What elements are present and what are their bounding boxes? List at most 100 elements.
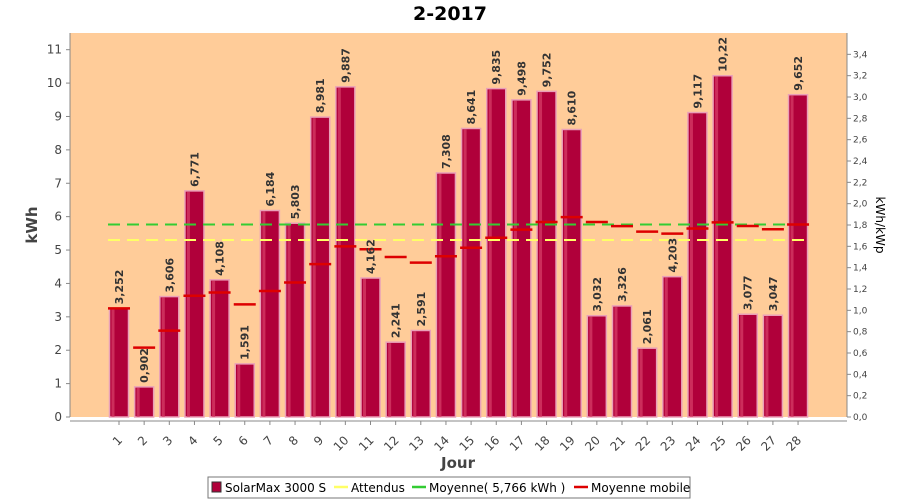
data-label: 4,162: [365, 239, 378, 274]
y-right-tick-label: 0,8: [853, 328, 868, 338]
x-tick-label: 5: [210, 433, 225, 448]
data-label: 7,308: [440, 134, 453, 169]
data-label: 3,047: [767, 276, 780, 311]
data-label: 9,498: [515, 61, 528, 96]
data-label: 9,752: [541, 53, 554, 88]
bar-highlight: [715, 76, 719, 417]
x-tick-label: 4: [185, 433, 200, 448]
data-label: 8,610: [566, 90, 579, 125]
x-tick-label: 1: [110, 433, 125, 448]
data-label: 3,252: [113, 270, 126, 305]
x-tick-label: 16: [482, 433, 503, 454]
y-right-tick-label: 0,2: [853, 392, 867, 402]
y-right-tick-label: 3,0: [853, 93, 868, 103]
x-tick-label: 19: [557, 433, 578, 454]
data-labels-layer: 3,252 0,902 3,606 6,771 4,108 1,591 6,184 5,803…: [113, 37, 805, 383]
bar-highlight: [262, 211, 266, 417]
y-tick-label: 0: [54, 410, 62, 424]
data-label: 3,032: [591, 277, 604, 312]
bar-highlight: [513, 100, 517, 417]
y-axis-right-title: kWh/kWp: [873, 197, 887, 254]
y-right-tick-label: 1,6: [853, 242, 868, 252]
y-right-tick-label: 2,8: [853, 114, 868, 124]
legend: SolarMax 3000 S Attendus Moyenne( 5,766 kW…: [207, 476, 691, 499]
x-tick-label: 24: [683, 433, 704, 454]
x-tick-label: 17: [507, 433, 528, 454]
data-label: 4,108: [214, 241, 227, 276]
data-label: 6,771: [188, 152, 201, 187]
x-tick-label: 9: [311, 433, 326, 448]
x-tick-label: 11: [356, 433, 377, 454]
x-tick-label: 22: [633, 433, 654, 454]
x-tick-label: 27: [758, 433, 779, 454]
y-right-tick-label: 3,4: [853, 50, 868, 60]
bar-highlight: [212, 280, 216, 417]
bar-highlight: [136, 387, 140, 417]
data-label: 10,22: [717, 37, 730, 72]
bar-highlight: [337, 87, 341, 418]
x-tick-label: 13: [406, 433, 427, 454]
bar-highlight: [312, 118, 316, 417]
x-tick-label: 26: [733, 433, 754, 454]
data-label: 9,887: [339, 48, 352, 83]
y-tick-label: 7: [54, 176, 62, 190]
bar-highlight: [488, 89, 492, 417]
bar-highlight: [186, 191, 190, 417]
data-label: 2,591: [415, 292, 428, 327]
data-label: 9,835: [490, 50, 503, 85]
y-tick-label: 11: [47, 43, 62, 57]
bar-highlight: [161, 297, 165, 417]
y-right-tick-label: 3,2: [853, 72, 867, 82]
y-tick-label: 6: [54, 210, 62, 224]
bar-highlight: [740, 315, 744, 417]
x-tick-label: 28: [783, 433, 804, 454]
bar-highlight: [438, 173, 442, 417]
x-tick-label: 21: [607, 433, 628, 454]
data-label: 8,641: [465, 90, 478, 125]
y-right-tick-label: 1,2: [853, 285, 867, 295]
legend-label: SolarMax 3000 S: [225, 481, 326, 495]
chart-title: 2-2017: [413, 3, 487, 25]
x-tick-label: 14: [431, 433, 452, 454]
bar-highlight: [614, 306, 618, 417]
data-label: 3,326: [616, 267, 629, 302]
y-tick-label: 3: [54, 310, 62, 324]
y-right-tick-label: 2,4: [853, 157, 868, 167]
data-label: 8,981: [314, 78, 327, 113]
x-tick-label: 10: [331, 433, 352, 454]
x-tick-label: 2: [135, 433, 150, 448]
data-label: 1,591: [239, 325, 252, 360]
legend-label: Moyenne( 5,766 kWh ): [429, 481, 565, 495]
bar-highlight: [790, 95, 794, 418]
y-right-tick-label: 2,6: [853, 136, 868, 146]
x-tick-label: 12: [381, 433, 402, 454]
y-tick-label: 8: [54, 143, 62, 157]
data-label: 2,241: [390, 303, 403, 338]
y-right-tick-label: 0,6: [853, 349, 868, 359]
y-right-tick-label: 1,0: [853, 306, 868, 316]
x-axis-title: Jour: [440, 454, 476, 472]
data-label: 3,077: [742, 275, 755, 310]
data-label: 2,061: [641, 309, 654, 344]
y-right-tick-label: 2,2: [853, 178, 867, 188]
x-tick-label: 8: [286, 433, 301, 448]
bar-highlight: [287, 224, 291, 417]
data-label: 9,117: [691, 74, 704, 109]
x-tick-label: 25: [708, 433, 729, 454]
bar-highlight: [111, 309, 115, 417]
y-right-tick-label: 1,8: [853, 221, 868, 231]
data-label: 3,606: [163, 257, 176, 292]
data-label: 6,184: [264, 171, 277, 206]
lines-layer: [108, 215, 810, 349]
bar-highlight: [237, 364, 241, 417]
data-label: 9,652: [792, 56, 805, 91]
bar-highlight: [564, 130, 568, 418]
axes-layer: 012345678910110,00,20,40,60,81,01,21,41,…: [47, 33, 868, 454]
bar-highlight: [463, 129, 467, 417]
bar-highlight: [388, 343, 392, 417]
y-right-tick-label: 0,4: [853, 370, 868, 380]
bar-highlight: [639, 349, 643, 417]
y-tick-label: 1: [54, 377, 62, 391]
data-label: 4,203: [666, 238, 679, 273]
